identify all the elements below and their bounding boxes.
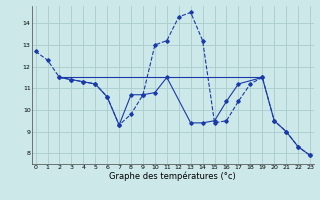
X-axis label: Graphe des températures (°c): Graphe des températures (°c) (109, 172, 236, 181)
